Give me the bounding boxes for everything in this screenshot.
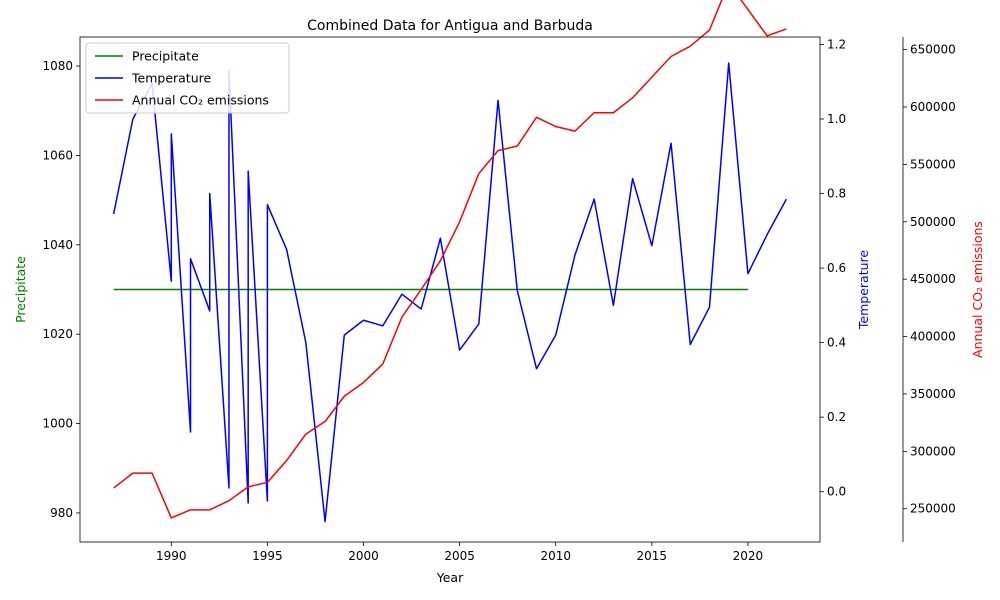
y-tick-label-co2: 400000	[910, 330, 956, 344]
y-tick-label-temp: 0.2	[827, 410, 846, 424]
x-tick-label: 2000	[348, 549, 379, 563]
y-tick-label-precip: 1040	[42, 238, 73, 252]
y-tick-label-temp: 0.8	[827, 187, 846, 201]
y-tick-label-precip: 1080	[42, 59, 73, 73]
y-tick-label-co2: 550000	[910, 157, 956, 171]
y-tick-label-temp: 0.4	[827, 336, 846, 350]
series-line-temp	[112, 62, 788, 523]
axes: 1990 1995 2000 2005 2010 2015 2020 980 1000 1020 1…	[42, 36, 956, 563]
y-tick-label-precip: 1000	[42, 417, 73, 431]
legend-label-temp: Temperature	[131, 71, 211, 86]
y-tick-label-temp: 0.0	[827, 485, 846, 499]
x-tick-label: 2015	[637, 549, 668, 563]
x-tick-label: 1990	[156, 549, 187, 563]
chart-title: Combined Data for Antigua and Barbuda	[307, 18, 593, 34]
y-tick-label-precip: 1060	[42, 148, 73, 162]
y-tick-label-temp: 0.6	[827, 261, 846, 275]
y-axis-label-precipitate: Precipitate	[13, 256, 28, 323]
y-tick-label-precip: 980	[50, 506, 73, 520]
y-tick-label-precip: 1020	[42, 327, 73, 341]
x-tick-label: 2020	[733, 549, 764, 563]
legend-label-precip: Precipitate	[132, 49, 199, 64]
plot-area	[112, 0, 788, 523]
y-tick-label-co2: 500000	[910, 215, 956, 229]
legend-box	[85, 42, 290, 114]
x-tick-label: 2010	[540, 549, 571, 563]
x-tick-label: 2005	[444, 549, 475, 563]
y-tick-label-co2: 350000	[910, 387, 956, 401]
y-tick-label-co2: 300000	[910, 444, 956, 458]
y-tick-label-co2: 600000	[910, 100, 956, 114]
legend: Precipitate Temperature Annual CO₂ emissio…	[85, 42, 290, 114]
y-tick-label-co2: 450000	[910, 272, 956, 286]
x-axis-label: Year	[436, 570, 464, 585]
series-line-co2	[113, 0, 787, 519]
y-tick-label-temp: 1.0	[827, 112, 846, 126]
y-tick-label-temp: 1.2	[827, 37, 846, 51]
y-tick-label-co2: 250000	[910, 502, 956, 516]
x-tick-label: 1995	[252, 549, 283, 563]
legend-label-co2: Annual CO₂ emissions	[132, 93, 269, 108]
y-axis-label-temperature: Temperature	[856, 250, 871, 330]
y-tick-label-co2: 650000	[910, 43, 956, 57]
y-axis-label-co2: Annual CO₂ emissions	[970, 221, 985, 358]
plot-frame	[79, 36, 821, 543]
